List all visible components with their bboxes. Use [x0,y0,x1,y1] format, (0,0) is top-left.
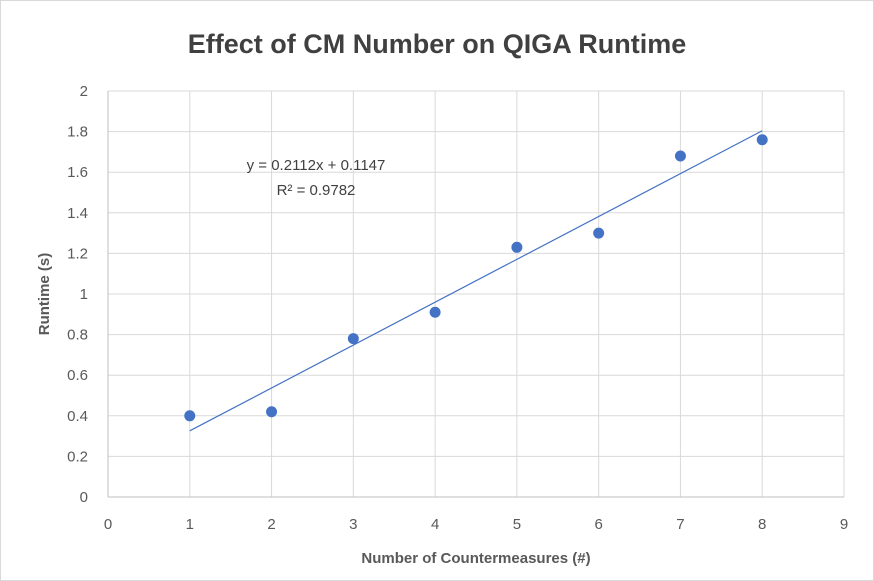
y-tick-label: 0 [80,489,88,506]
y-tick-label: 1 [80,286,88,303]
data-point [756,134,768,146]
x-tick-label: 4 [431,516,439,533]
y-tick-label: 1.6 [67,164,88,181]
gridlines [108,90,845,497]
y-tick-label: 1.8 [67,124,88,141]
data-point [674,150,686,162]
x-tick-label: 0 [104,516,112,533]
data-point [266,406,278,418]
y-tick-label: 0.6 [67,367,88,384]
y-axis-title: Runtime (s) [36,253,53,336]
data-point [511,241,523,253]
y-tick-label: 0.8 [67,327,88,344]
y-tick-label: 0.4 [67,408,88,425]
data-points [184,134,768,422]
x-tick-label: 9 [840,516,848,533]
y-tick-label: 1.4 [67,205,88,222]
trendline-r-squared: R² = 0.9782 [277,182,356,199]
linear-trendline [189,130,763,432]
trendline-group [189,130,763,432]
trendline-equation: y = 0.2112x + 0.1147 [247,157,386,174]
y-tick-label: 0.2 [67,448,88,465]
data-point [347,333,359,345]
x-tick-label: 2 [267,516,275,533]
x-axis-title: Number of Countermeasures (#) [361,550,590,567]
x-tick-label: 5 [513,516,521,533]
y-tick-label: 1.2 [67,245,88,262]
x-tick-label: 8 [758,516,766,533]
tick-labels: 0 0.2 0.4 0.6 0.8 1 1.2 1.4 1.6 1.8 2 0 1 2 3 4 5 6 7 8 9 [67,83,848,533]
data-point [429,306,441,318]
data-point [593,227,605,239]
x-tick-label: 7 [676,516,684,533]
x-tick-label: 1 [186,516,194,533]
data-point [184,410,196,422]
chart-title: Effect of CM Number on QIGA Runtime [188,29,687,59]
x-tick-label: 6 [594,516,602,533]
axes [107,91,844,498]
x-tick-label: 3 [349,516,357,533]
y-tick-label: 2 [80,83,88,100]
